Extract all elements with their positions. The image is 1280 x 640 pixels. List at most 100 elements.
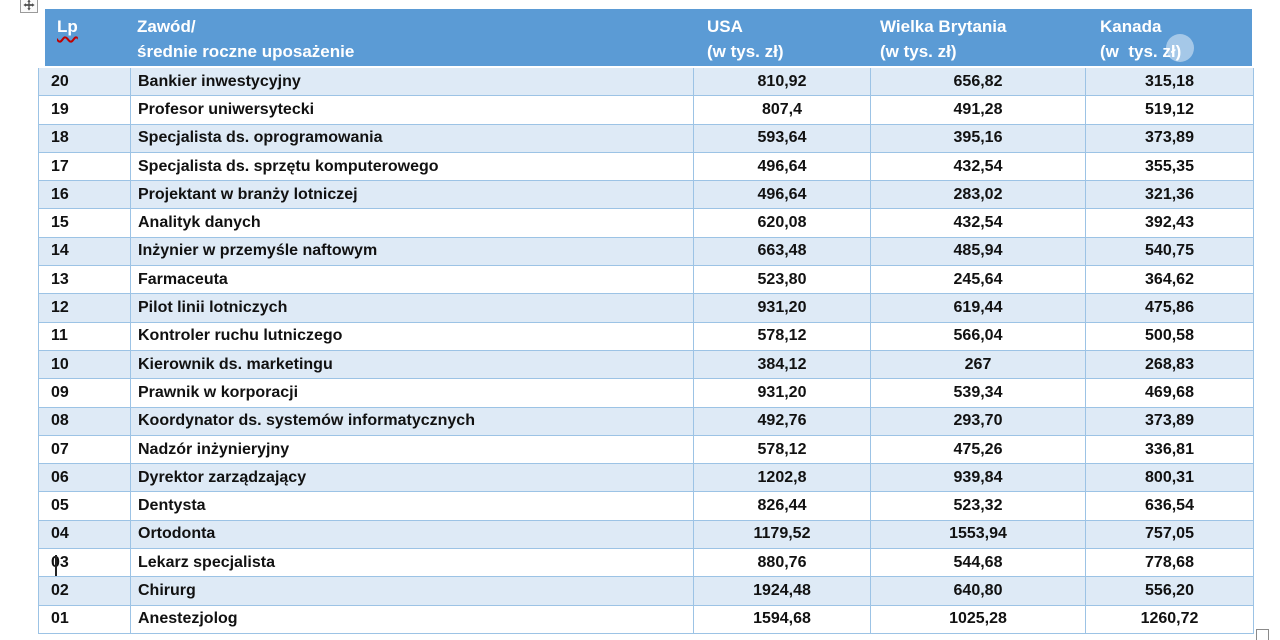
canada-value-cell[interactable]: 800,31: [1086, 464, 1254, 492]
row-number-cell[interactable]: 15: [39, 209, 131, 237]
row-number-cell[interactable]: 19: [39, 96, 131, 124]
uk-value-cell[interactable]: 640,80: [871, 577, 1086, 605]
profession-cell[interactable]: Chirurg: [131, 577, 694, 605]
canada-value-cell[interactable]: 392,43: [1086, 209, 1254, 237]
profession-cell[interactable]: Kontroler ruchu lutniczego: [131, 322, 694, 350]
row-number-cell[interactable]: 08: [39, 407, 131, 435]
uk-value-cell[interactable]: 475,26: [871, 435, 1086, 464]
row-number-cell[interactable]: 12: [39, 294, 131, 322]
uk-value-cell[interactable]: 523,32: [871, 492, 1086, 520]
usa-value-cell[interactable]: 1179,52: [694, 520, 871, 549]
profession-cell[interactable]: Lekarz specjalista: [131, 549, 694, 577]
usa-value-cell[interactable]: 384,12: [694, 350, 871, 379]
usa-value-cell[interactable]: 578,12: [694, 435, 871, 464]
profession-cell[interactable]: Pilot linii lotniczych: [131, 294, 694, 322]
profession-cell[interactable]: Specjalista ds. sprzętu komputerowego: [131, 152, 694, 181]
canada-value-cell[interactable]: 321,36: [1086, 181, 1254, 209]
uk-value-cell[interactable]: 566,04: [871, 322, 1086, 350]
usa-value-cell[interactable]: 496,64: [694, 152, 871, 181]
row-number-cell[interactable]: 02: [39, 577, 131, 605]
row-number-cell[interactable]: 11: [39, 322, 131, 350]
uk-value-cell[interactable]: 939,84: [871, 464, 1086, 492]
canada-value-cell[interactable]: 364,62: [1086, 266, 1254, 294]
row-number-cell[interactable]: 16: [39, 181, 131, 209]
canada-value-cell[interactable]: 373,89: [1086, 407, 1254, 435]
usa-value-cell[interactable]: 1594,68: [694, 605, 871, 633]
profession-cell[interactable]: Prawnik w korporacji: [131, 379, 694, 407]
uk-value-cell[interactable]: 539,34: [871, 379, 1086, 407]
profession-cell[interactable]: Projektant w branży lotniczej: [131, 181, 694, 209]
usa-value-cell[interactable]: 1202,8: [694, 464, 871, 492]
profession-cell[interactable]: Farmaceuta: [131, 266, 694, 294]
canada-value-cell[interactable]: 1260,72: [1086, 605, 1254, 633]
usa-value-cell[interactable]: 663,48: [694, 237, 871, 266]
row-number-cell[interactable]: 09: [39, 379, 131, 407]
usa-value-cell[interactable]: 931,20: [694, 294, 871, 322]
usa-value-cell[interactable]: 807,4: [694, 96, 871, 124]
usa-value-cell[interactable]: 826,44: [694, 492, 871, 520]
profession-cell[interactable]: Profesor uniwersytecki: [131, 96, 694, 124]
uk-value-cell[interactable]: 395,16: [871, 124, 1086, 152]
profession-cell[interactable]: Bankier inwestycyjny: [131, 68, 694, 96]
uk-value-cell[interactable]: 485,94: [871, 237, 1086, 266]
table-move-handle[interactable]: [20, 0, 38, 13]
row-number-cell[interactable]: 06: [39, 464, 131, 492]
header-uk[interactable]: Wielka Brytania (w tys. zł): [870, 9, 1085, 66]
profession-cell[interactable]: Analityk danych: [131, 209, 694, 237]
canada-value-cell[interactable]: 355,35: [1086, 152, 1254, 181]
header-lp[interactable]: Lp: [45, 9, 130, 66]
uk-value-cell[interactable]: 656,82: [871, 68, 1086, 96]
uk-value-cell[interactable]: 283,02: [871, 181, 1086, 209]
uk-value-cell[interactable]: 267: [871, 350, 1086, 379]
row-number-cell[interactable]: 20: [39, 68, 131, 96]
profession-cell[interactable]: Anestezjolog: [131, 605, 694, 633]
row-number-cell[interactable]: 03: [39, 549, 131, 577]
row-number-cell[interactable]: 17: [39, 152, 131, 181]
row-number-cell[interactable]: 13: [39, 266, 131, 294]
usa-value-cell[interactable]: 496,64: [694, 181, 871, 209]
canada-value-cell[interactable]: 315,18: [1086, 68, 1254, 96]
canada-value-cell[interactable]: 469,68: [1086, 379, 1254, 407]
header-canada[interactable]: Kanada (w tys. zł): [1085, 9, 1252, 66]
canada-value-cell[interactable]: 778,68: [1086, 549, 1254, 577]
profession-cell[interactable]: Inżynier w przemyśle naftowym: [131, 237, 694, 266]
profession-cell[interactable]: Specjalista ds. oprogramowania: [131, 124, 694, 152]
row-number-cell[interactable]: 07: [39, 435, 131, 464]
canada-value-cell[interactable]: 373,89: [1086, 124, 1254, 152]
canada-value-cell[interactable]: 475,86: [1086, 294, 1254, 322]
canada-value-cell[interactable]: 500,58: [1086, 322, 1254, 350]
profession-cell[interactable]: Dyrektor zarządzający: [131, 464, 694, 492]
canada-value-cell[interactable]: 336,81: [1086, 435, 1254, 464]
row-number-cell[interactable]: 18: [39, 124, 131, 152]
row-number-cell[interactable]: 10: [39, 350, 131, 379]
usa-value-cell[interactable]: 620,08: [694, 209, 871, 237]
uk-value-cell[interactable]: 1553,94: [871, 520, 1086, 549]
uk-value-cell[interactable]: 544,68: [871, 549, 1086, 577]
table-resize-handle[interactable]: [1256, 629, 1269, 640]
header-usa[interactable]: USA (w tys. zł): [693, 9, 870, 66]
profession-cell[interactable]: Kierownik ds. marketingu: [131, 350, 694, 379]
canada-value-cell[interactable]: 556,20: [1086, 577, 1254, 605]
canada-value-cell[interactable]: 268,83: [1086, 350, 1254, 379]
uk-value-cell[interactable]: 245,64: [871, 266, 1086, 294]
profession-cell[interactable]: Dentysta: [131, 492, 694, 520]
row-number-cell[interactable]: 14: [39, 237, 131, 266]
canada-value-cell[interactable]: 540,75: [1086, 237, 1254, 266]
usa-value-cell[interactable]: 593,64: [694, 124, 871, 152]
usa-value-cell[interactable]: 523,80: [694, 266, 871, 294]
canada-value-cell[interactable]: 636,54: [1086, 492, 1254, 520]
usa-value-cell[interactable]: 931,20: [694, 379, 871, 407]
profession-cell[interactable]: Koordynator ds. systemów informatycznych: [131, 407, 694, 435]
usa-value-cell[interactable]: 1924,48: [694, 577, 871, 605]
row-number-cell[interactable]: 01: [39, 605, 131, 633]
uk-value-cell[interactable]: 432,54: [871, 152, 1086, 181]
profession-cell[interactable]: Ortodonta: [131, 520, 694, 549]
row-number-cell[interactable]: 05: [39, 492, 131, 520]
usa-value-cell[interactable]: 492,76: [694, 407, 871, 435]
uk-value-cell[interactable]: 1025,28: [871, 605, 1086, 633]
header-profession[interactable]: Zawód/ średnie roczne uposażenie: [130, 9, 693, 66]
uk-value-cell[interactable]: 293,70: [871, 407, 1086, 435]
usa-value-cell[interactable]: 810,92: [694, 68, 871, 96]
canada-value-cell[interactable]: 757,05: [1086, 520, 1254, 549]
profession-cell[interactable]: Nadzór inżynieryjny: [131, 435, 694, 464]
